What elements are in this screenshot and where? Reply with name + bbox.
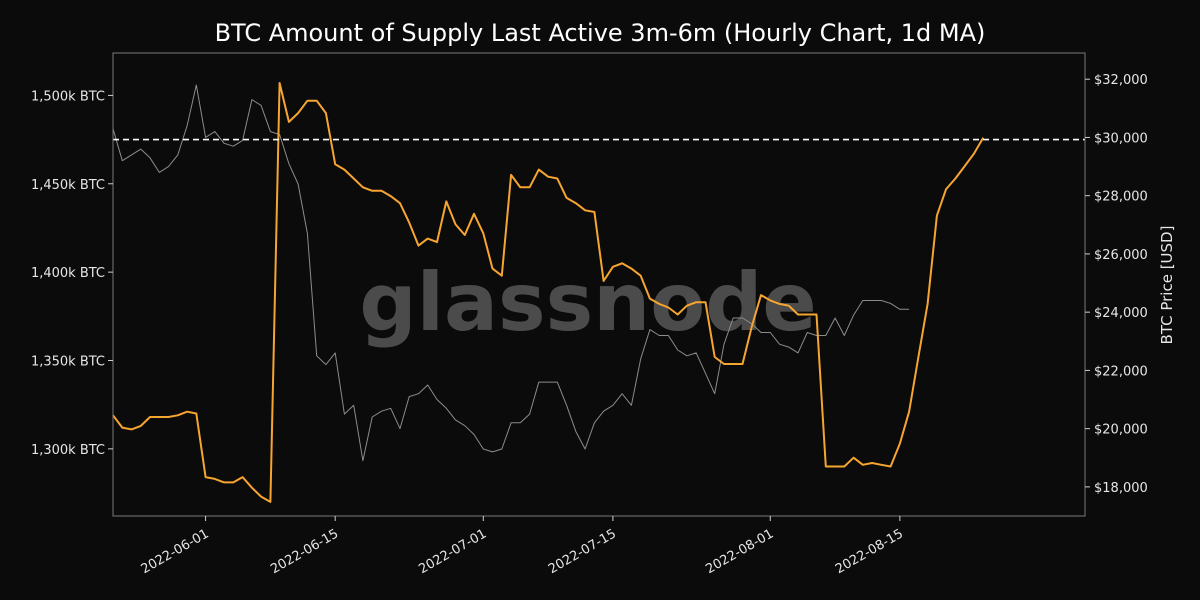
right-tick-label: $28,000 <box>1094 190 1148 205</box>
plot-frame <box>112 52 1086 517</box>
right-axis-label: BTC Price [USD] <box>1158 226 1176 345</box>
left-tick-label: 1,350k BTC <box>31 354 105 369</box>
left-tick-label: 1,400k BTC <box>31 266 105 281</box>
left-tick-label: 1,450k BTC <box>31 178 105 193</box>
right-tick-label: $22,000 <box>1094 364 1148 379</box>
right-tick-label: $26,000 <box>1094 248 1148 263</box>
left-tick-label: 1,500k BTC <box>31 89 105 104</box>
btc-price-line <box>112 84 910 462</box>
series-layer <box>112 82 1085 503</box>
supply-3m-6m-line <box>112 82 985 503</box>
glassnode-watermark: glassnode <box>359 256 816 349</box>
chart-title: BTC Amount of Supply Last Active 3m-6m (… <box>215 19 986 47</box>
right-tick-label: $18,000 <box>1094 481 1148 496</box>
left-tick-label: 1,300k BTC <box>31 443 105 458</box>
right-tick-label: $30,000 <box>1094 131 1148 146</box>
right-tick-label: $32,000 <box>1094 73 1148 88</box>
right-tick-label: $20,000 <box>1094 423 1148 438</box>
right-tick-label: $24,000 <box>1094 306 1148 321</box>
